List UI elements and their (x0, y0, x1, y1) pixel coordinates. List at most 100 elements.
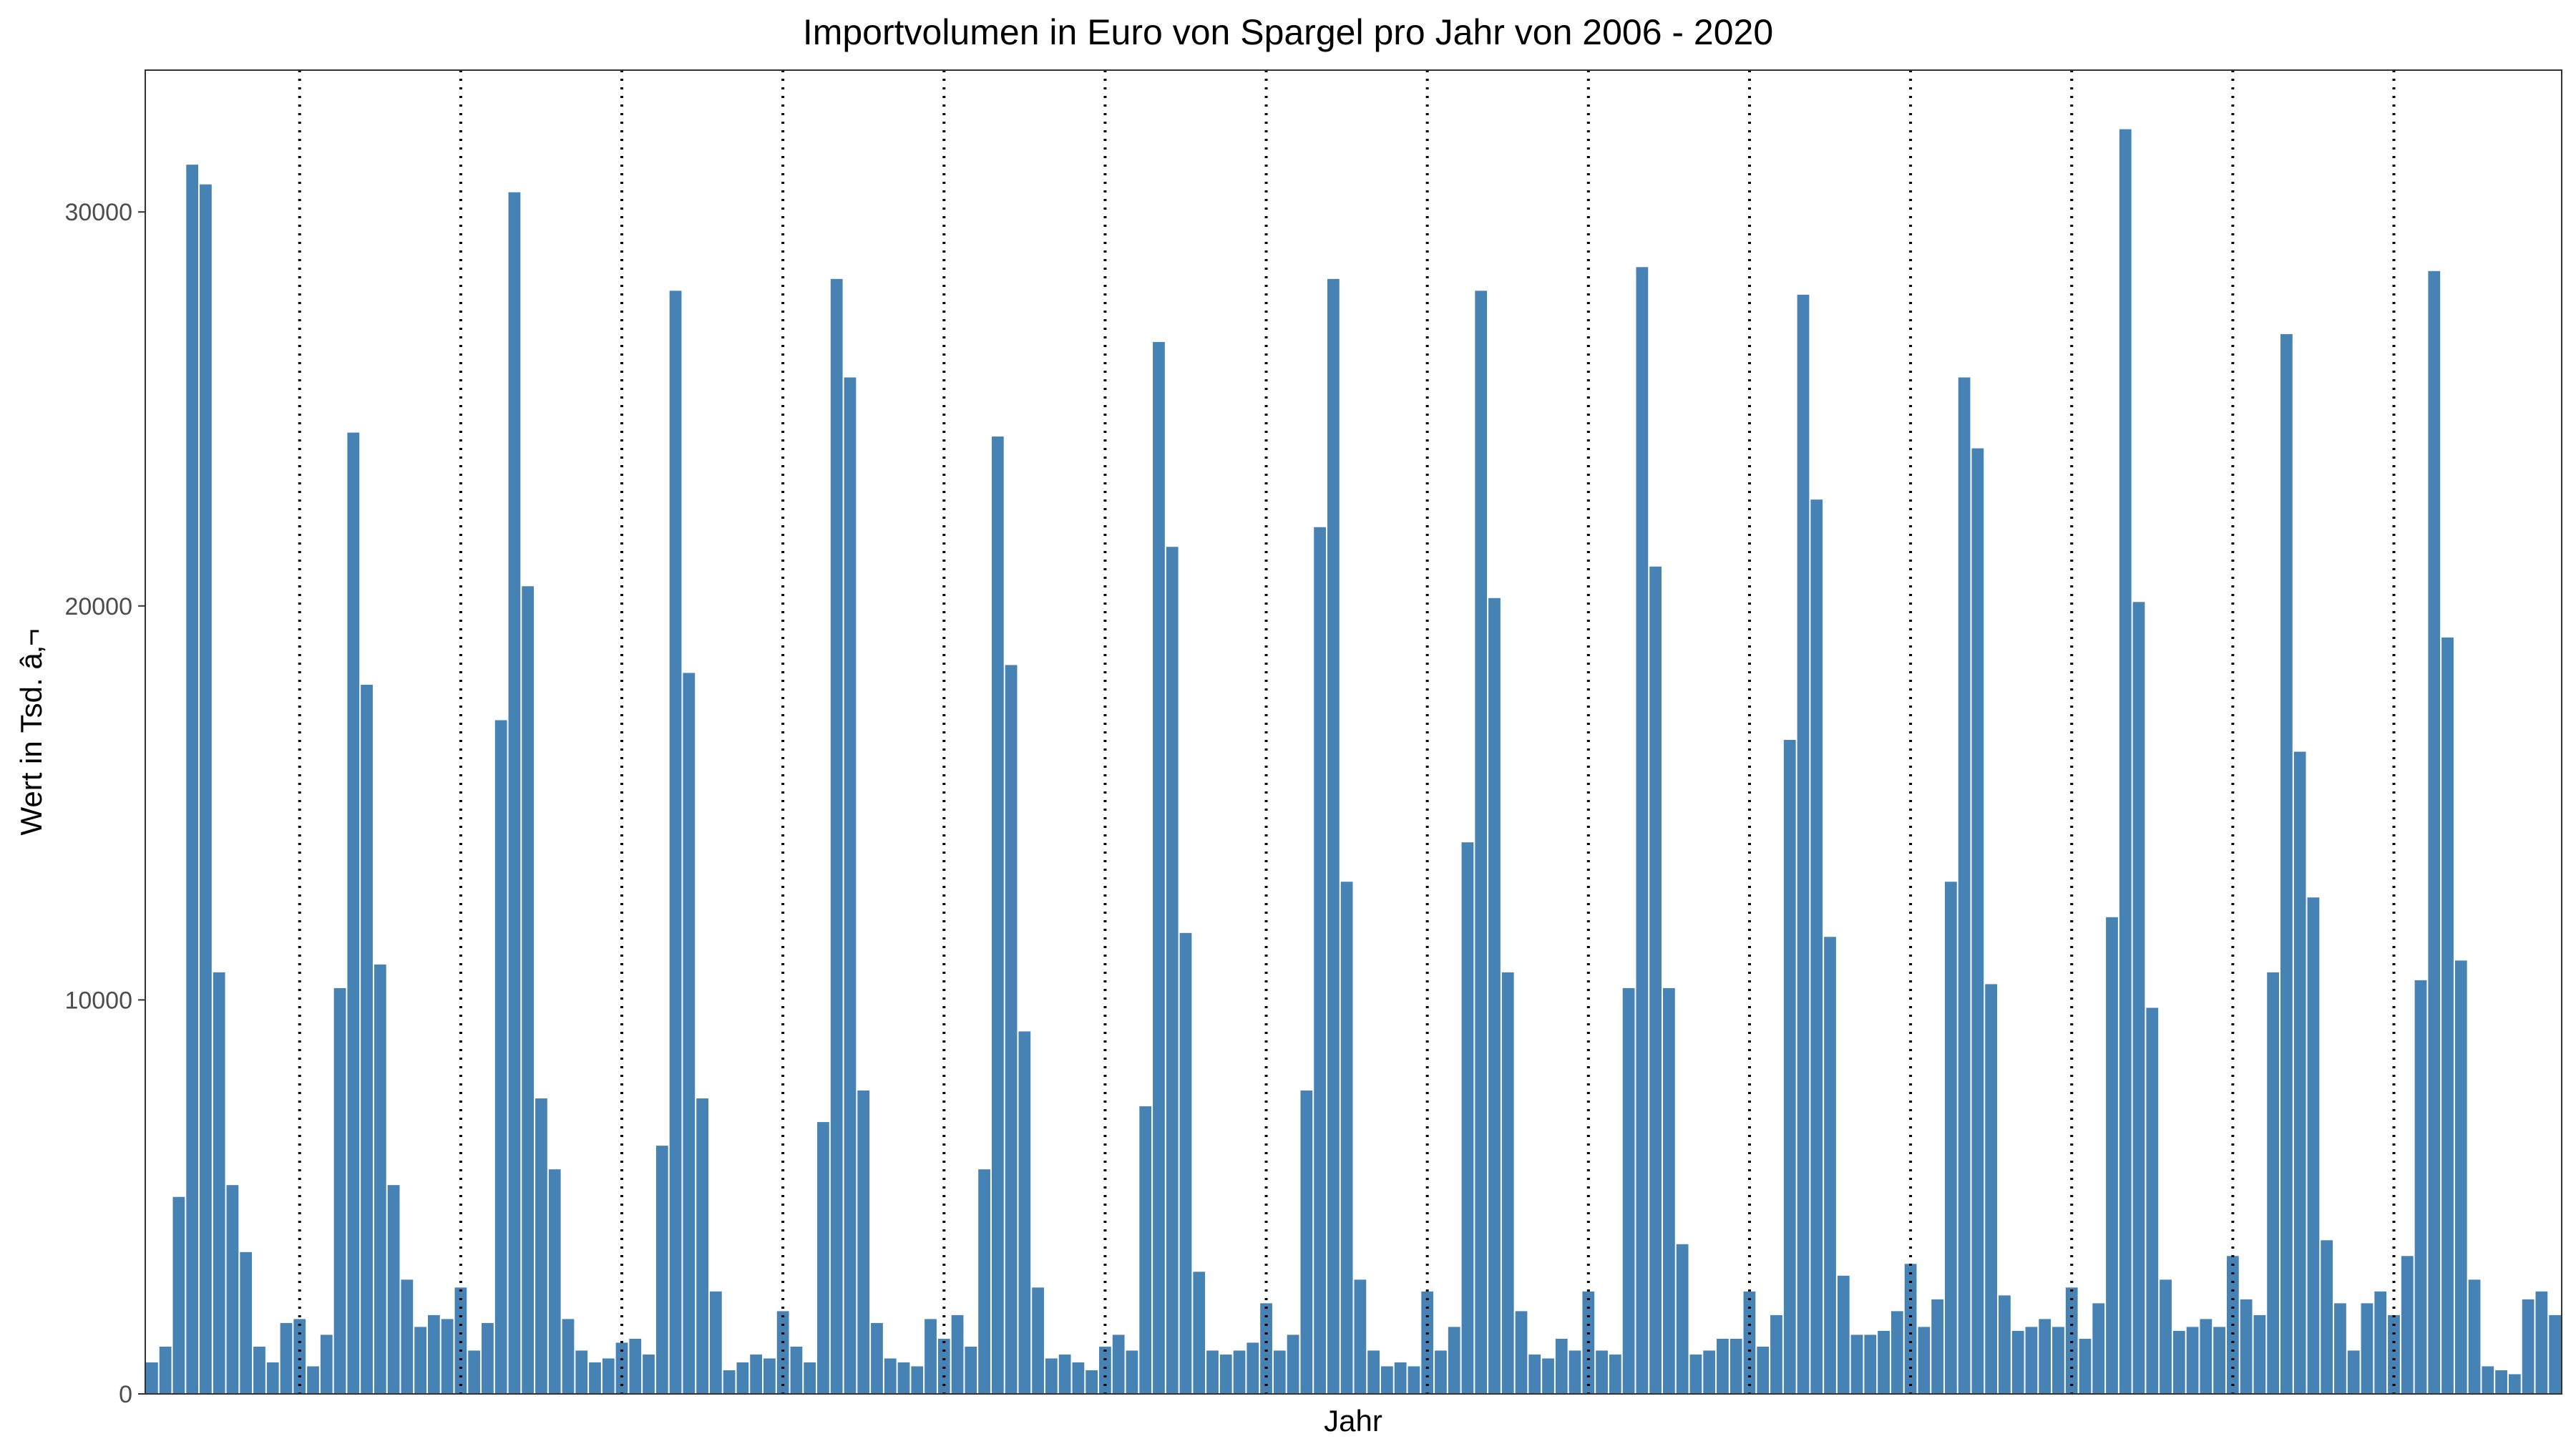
bar-106 (1555, 1338, 1568, 1394)
bar-33 (575, 1350, 588, 1394)
bar-131 (1890, 1311, 1903, 1395)
bar-5 (200, 184, 212, 1394)
bar-7 (226, 1185, 239, 1394)
bar-50 (804, 1362, 816, 1394)
bar-127 (1837, 1275, 1850, 1394)
bar-148 (2119, 129, 2132, 1395)
bar-135 (1944, 882, 1957, 1394)
bar-31 (548, 1169, 561, 1394)
bar-170 (2414, 980, 2427, 1395)
bar-9 (253, 1346, 265, 1394)
bar-103 (1515, 1311, 1528, 1395)
bar-107 (1568, 1350, 1581, 1394)
bar-132 (1904, 1264, 1917, 1394)
bar-81 (1219, 1354, 1232, 1394)
bar-16 (347, 432, 360, 1394)
bar-25 (468, 1350, 481, 1394)
bar-90 (1340, 882, 1353, 1394)
bar-19 (387, 1185, 400, 1394)
bar-77 (1166, 547, 1179, 1394)
bar-179 (2535, 1291, 2548, 1394)
bar-53 (844, 377, 857, 1395)
bar-112 (1636, 267, 1649, 1394)
bar-41 (683, 673, 696, 1394)
chart-title: Importvolumen in Euro von Spargel pro Ja… (803, 12, 1773, 52)
bar-39 (655, 1146, 668, 1395)
bar-42 (696, 1098, 708, 1394)
bar-70 (1072, 1362, 1085, 1394)
bar-161 (2293, 751, 2306, 1394)
bar-8 (240, 1252, 253, 1394)
bar-14 (320, 1335, 333, 1394)
bar-144 (2065, 1287, 2078, 1394)
bar-155 (2213, 1327, 2225, 1394)
bar-52 (830, 278, 843, 1394)
bar-55 (871, 1322, 883, 1394)
bar-23 (441, 1319, 454, 1394)
bar-121 (1757, 1346, 1770, 1394)
bar-154 (2200, 1319, 2212, 1394)
bar-126 (1824, 937, 1836, 1394)
bar-111 (1622, 987, 1635, 1394)
bar-142 (2039, 1319, 2051, 1394)
bar-92 (1367, 1350, 1380, 1394)
bar-37 (629, 1338, 642, 1394)
bar-174 (2468, 1279, 2481, 1394)
bar-64 (991, 436, 1004, 1394)
bar-10 (266, 1362, 279, 1394)
y-axis-title: Wert in Tsd. â‚¬ (14, 628, 48, 835)
bar-164 (2334, 1303, 2346, 1394)
bar-57 (897, 1362, 910, 1394)
bar-63 (978, 1169, 990, 1394)
bar-119 (1729, 1338, 1742, 1394)
bar-62 (965, 1346, 977, 1394)
bar-26 (482, 1322, 494, 1394)
bar-100 (1475, 291, 1488, 1395)
bar-149 (2132, 602, 2145, 1394)
y-tick-label-2: 10000 (64, 987, 132, 1014)
bar-61 (951, 1314, 964, 1394)
x-axis-title: Jahr (1324, 1404, 1382, 1438)
bar-163 (2321, 1240, 2333, 1394)
bar-128 (1850, 1335, 1863, 1394)
bar-165 (2347, 1350, 2360, 1394)
bar-115 (1676, 1244, 1689, 1394)
bar-58 (911, 1366, 924, 1394)
bar-157 (2240, 1299, 2253, 1394)
bar-94 (1394, 1362, 1407, 1394)
bar-136 (1958, 377, 1971, 1395)
bar-141 (2025, 1327, 2038, 1394)
y-tick-label-3: 20000 (64, 593, 132, 620)
bar-88 (1314, 527, 1326, 1395)
bar-138 (1985, 984, 1998, 1394)
bar-76 (1153, 341, 1165, 1394)
bar-21 (414, 1327, 426, 1394)
bar-104 (1528, 1354, 1541, 1394)
bar-67 (1032, 1287, 1044, 1394)
bar-17 (361, 684, 373, 1394)
bar-139 (1999, 1295, 2011, 1394)
bar-175 (2482, 1366, 2494, 1394)
bar-73 (1112, 1335, 1125, 1394)
bar-158 (2253, 1314, 2266, 1394)
bar-54 (857, 1091, 870, 1394)
y-tick-label-4: 30000 (64, 199, 132, 226)
bar-4 (186, 165, 199, 1394)
bar-1 (146, 1362, 158, 1394)
bar-69 (1058, 1354, 1071, 1394)
bar-168 (2388, 1314, 2400, 1394)
bar-160 (2280, 333, 2293, 1394)
bar-140 (2011, 1330, 2024, 1394)
bar-2 (159, 1346, 172, 1394)
bar-109 (1596, 1350, 1608, 1394)
bar-6 (213, 972, 225, 1394)
bar-28 (508, 192, 521, 1395)
bar-82 (1233, 1350, 1246, 1394)
bar-93 (1381, 1366, 1393, 1394)
bars-group (146, 129, 2561, 1395)
bar-143 (2052, 1327, 2064, 1394)
bar-68 (1045, 1358, 1058, 1394)
bar-153 (2186, 1327, 2199, 1394)
bar-134 (1931, 1299, 1943, 1394)
bar-44 (723, 1370, 736, 1394)
